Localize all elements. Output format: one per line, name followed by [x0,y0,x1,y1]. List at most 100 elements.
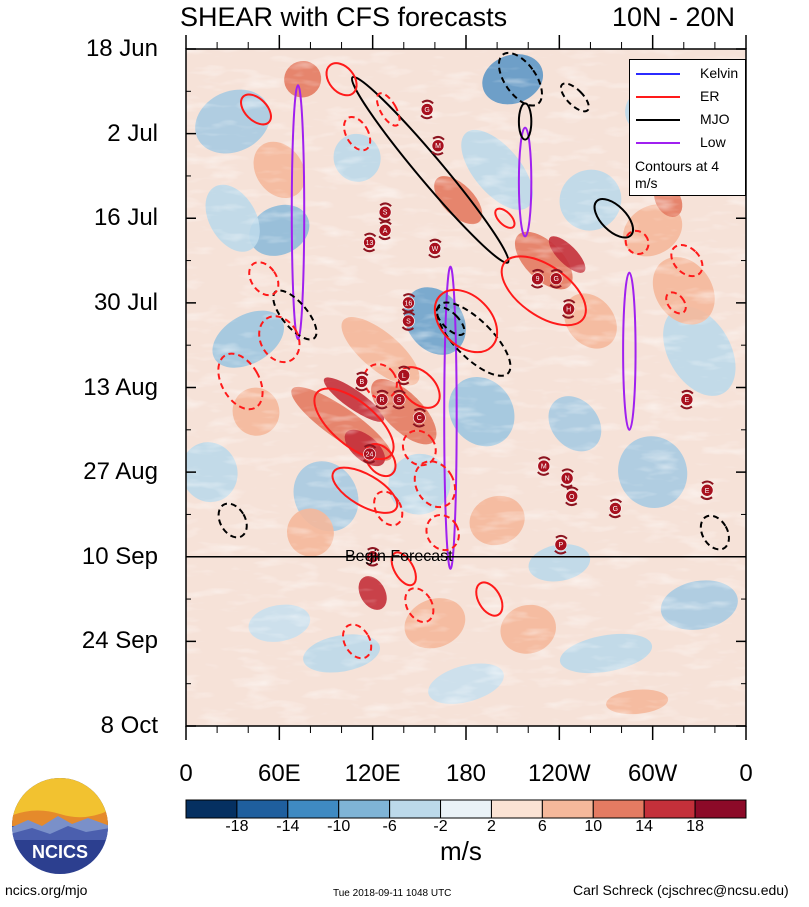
footer-author: Carl Schreck (cjschrec@ncsu.edu) [573,882,789,898]
storm-marker: G [420,99,434,120]
storm-swirl [565,486,579,507]
contour-er [475,581,504,617]
storm-label: R [379,397,384,404]
colorbar-tick-label: -2 [433,818,448,835]
storm-swirl [537,456,551,476]
storm-marker: P [554,534,568,555]
storm-label: B [359,379,364,386]
chart-title: SHEAR with CFS forecasts [180,2,508,32]
storm-label: 27 [369,554,377,561]
legend-swatch [636,96,680,98]
contour-er [624,229,650,256]
contour-mjo [350,75,510,264]
colorbar-bin [643,799,696,819]
storm-swirl [378,220,392,241]
storm-label: C [417,415,422,422]
storm-marker: C [412,407,427,428]
contour-er [362,363,398,400]
storm-dot [378,224,392,237]
contour-mjo [436,301,512,377]
contour-er [665,291,687,315]
storm-label: 9 [536,276,540,283]
legend-label: MJO [700,111,730,127]
storm-swirl [362,444,377,464]
y-tick-label: 13 Aug [83,373,158,401]
storm-swirl [355,371,369,392]
colorbar-tick-label: -18 [225,818,249,835]
storm-dot [431,139,445,153]
wave-contours [217,51,730,660]
storm-marker: L [397,365,411,386]
contour-er [342,623,373,660]
storm-marker: E [700,480,714,501]
storm-label: S [397,397,402,404]
storm-dot [363,447,376,461]
storm-dot [355,375,369,388]
contour-er [325,62,358,97]
contour-er [670,244,704,278]
colorbar-tick-label: 18 [686,818,704,835]
colorbar [185,799,747,819]
contour-er [248,261,280,297]
storm-swirl [680,389,694,410]
colorbar-bin [541,799,594,819]
colorbar-tick-label: 14 [635,818,654,835]
contour-er [217,352,264,411]
storm-swirl [428,238,442,259]
storm-swirl [362,232,377,253]
legend-swatch [636,119,680,121]
storm-swirl [397,365,411,386]
storm-swirl [401,311,416,331]
storm-swirl [392,389,406,410]
storm-dot [549,272,563,285]
colorbar-bin [287,799,340,819]
colorbar-units: m/s [440,836,482,866]
x-tick-label: 180 [445,760,487,787]
storm-dot [680,393,694,406]
colorbar-tick-label: 6 [537,818,547,835]
storm-label: S [383,210,388,217]
storm-dot [562,302,575,316]
storm-dot [397,369,411,382]
storm-swirl [560,468,574,488]
contour-low [622,271,637,431]
storm-dot [402,314,415,328]
storm-swirl [365,547,380,567]
storm-marker: O [565,486,579,507]
storm-swirl [412,407,427,428]
storm-label: G [424,107,429,114]
storm-marker: 9 [530,268,545,289]
storm-marker: H [561,299,576,319]
storm-dot [402,296,415,310]
storm-marker: 24 [362,444,377,464]
legend-label: Low [700,134,726,150]
x-tick-label: 0 [179,760,193,787]
legend-item-er: ER [630,87,747,107]
contour-er [375,92,401,127]
storm-swirl [554,534,568,555]
storm-label: M [541,464,547,471]
region-label: 10N - 20N [612,2,736,32]
y-tick-label: 18 Jun [85,35,158,62]
storm-dot [420,103,434,116]
legend-item-low: Low [630,133,747,153]
contour-er [343,116,372,152]
storm-swirl [420,99,434,120]
axes [185,35,747,740]
contour-er [401,429,437,467]
colorbar-tick-label: 2 [487,818,496,835]
storm-marker: M [537,456,551,476]
storm-dot [375,393,389,406]
storm-swirl [375,389,389,410]
storm-label: W [432,246,439,253]
contour-er [390,551,417,587]
storm-marker: G [549,268,563,289]
colorbar-bin [389,799,442,819]
contour-mjo [217,502,248,539]
storm-label: O [569,494,575,501]
colorbar-tick-label: -6 [382,818,397,835]
contour-er [404,587,435,623]
storm-dot [531,272,544,285]
storm-label: 16 [405,300,413,307]
